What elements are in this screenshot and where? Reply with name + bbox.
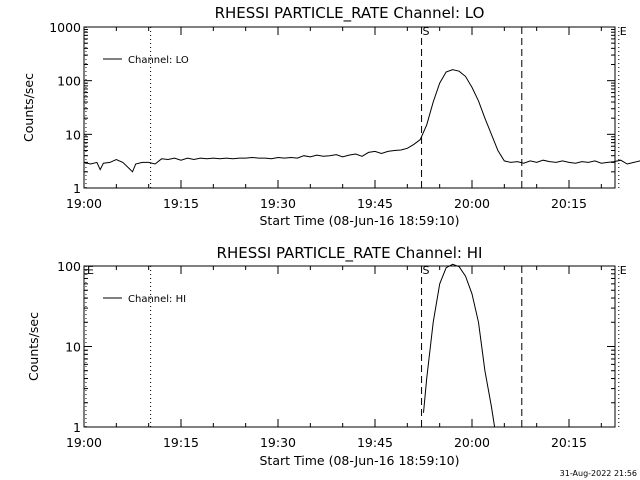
lo-x-tick-label: 19:45	[357, 196, 393, 211]
hi-plot-frame	[83, 265, 616, 428]
lo-y-axis-label: Counts/sec	[21, 73, 36, 142]
hi-legend: Channel: HI	[103, 294, 186, 305]
hi-y-tick-label: 100	[57, 259, 81, 274]
hi-marker-label: E	[620, 264, 627, 277]
panel-hi: RHESSI PARTICLE_RATE Channel: HI 1 10 100 19…	[26, 244, 627, 468]
lo-marker-label: S	[423, 25, 430, 38]
footer-timestamp: 31-Aug-2022 21:56	[560, 469, 637, 478]
hi-marker-label: S	[423, 264, 430, 277]
hi-x-tick-label: 19:45	[357, 435, 393, 450]
lo-y-tick-label: 1000	[49, 20, 81, 35]
hi-y-axis-label: Counts/sec	[26, 312, 41, 381]
lo-x-axis-label: Start Time (08-Jun-16 18:59:10)	[260, 213, 460, 228]
hi-x-tick-label: 20:00	[454, 435, 490, 450]
lo-marker-label: E	[620, 25, 627, 38]
lo-y-tick-label: 100	[57, 74, 81, 89]
lo-x-tick-label: 19:15	[163, 196, 199, 211]
lo-x-tick-label: 19:30	[260, 196, 296, 211]
lo-y-tick-label: 10	[65, 127, 81, 142]
hi-x-tick-label: 19:00	[66, 435, 102, 450]
lo-legend-label: Channel: LO	[128, 55, 189, 66]
hi-x-tick-label: 20:15	[551, 435, 587, 450]
panel-lo: RHESSI PARTICLE_RATE Channel: LO 1 10 100 10…	[21, 4, 640, 228]
hi-chart-title: RHESSI PARTICLE_RATE Channel: HI	[217, 244, 483, 263]
lo-x-tick-label: 20:00	[454, 196, 490, 211]
hi-y-tick-label: 1	[73, 420, 81, 435]
lo-y-tick-label: 1	[73, 181, 81, 196]
hi-legend-label: Channel: HI	[128, 294, 186, 305]
hi-series-line	[423, 263, 496, 428]
hi-y-tick-label: 10	[65, 340, 81, 355]
lo-chart-title: RHESSI PARTICLE_RATE Channel: LO	[215, 4, 485, 23]
lo-plot-frame	[83, 26, 616, 189]
hi-y-axis: 1 10 100	[57, 259, 615, 435]
lo-legend: Channel: LO	[103, 55, 189, 66]
lo-series-line	[83, 69, 640, 173]
hi-x-axis-label: Start Time (08-Jun-16 18:59:10)	[260, 453, 460, 468]
lo-x-tick-label: 19:00	[66, 196, 102, 211]
lo-x-tick-label: 20:15	[551, 196, 587, 211]
lo-y-axis: 1 10 100 1000	[49, 20, 615, 196]
hi-x-tick-label: 19:15	[163, 435, 199, 450]
hi-x-tick-label: 19:30	[260, 435, 296, 450]
hi-marker-label: E	[87, 264, 94, 277]
